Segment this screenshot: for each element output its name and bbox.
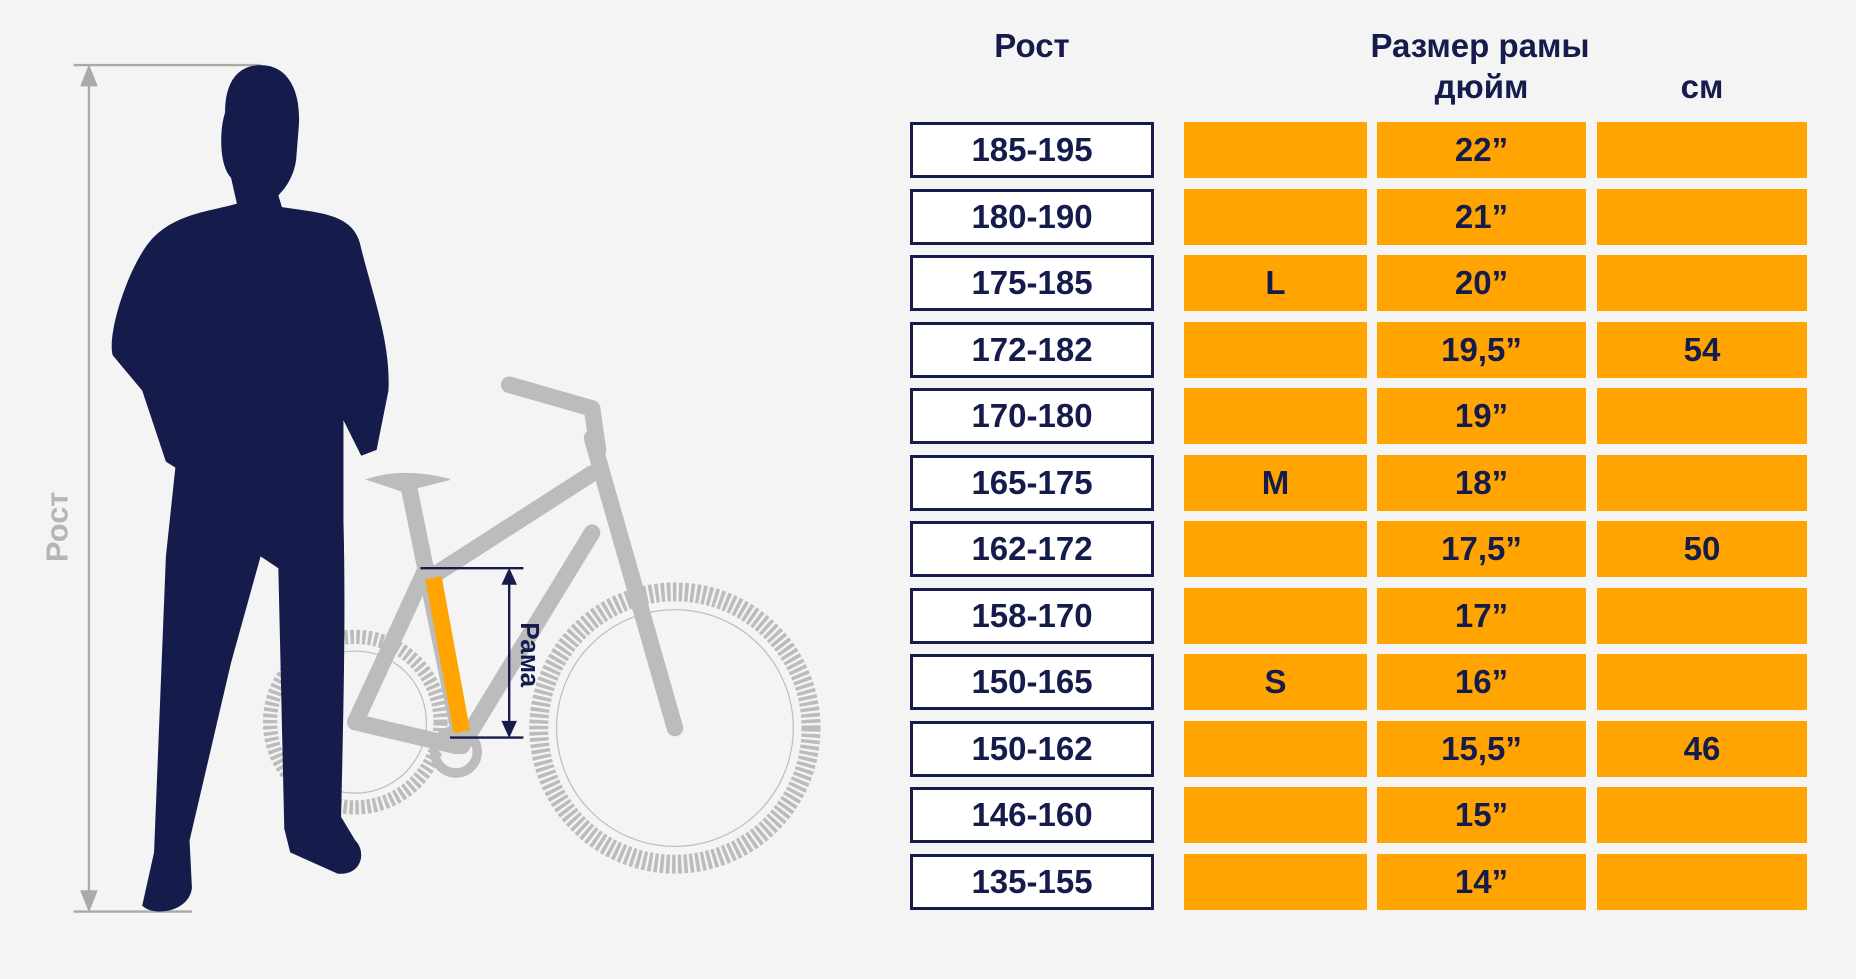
- height-cell: 165-175: [910, 454, 1154, 511]
- inch-cell: 14”: [1377, 853, 1586, 910]
- header-frame-size: Размер рамы: [1370, 27, 1590, 64]
- inch-cell: 18”: [1377, 454, 1586, 511]
- size-letter-cell: [1184, 321, 1367, 378]
- inch-cell: 17”: [1377, 587, 1586, 644]
- table-row: 180-190 21”: [0, 188, 1856, 247]
- header-inch: дюйм: [1434, 68, 1529, 105]
- table-row: 146-160 15”: [0, 787, 1856, 845]
- size-letter-cell: M: [1184, 454, 1367, 511]
- frame-arrow: [420, 567, 524, 739]
- table-row: 170-180 19”: [0, 388, 1856, 446]
- inch-cell: 17,5”: [1377, 521, 1586, 577]
- height-cell: 170-180: [910, 388, 1154, 444]
- size-letter-cell: [1184, 787, 1367, 843]
- bicycle-icon: [262, 376, 821, 874]
- inch-cell: 19,5”: [1377, 321, 1586, 378]
- cm-cell: [1597, 388, 1807, 444]
- height-cell: 150-162: [910, 720, 1154, 777]
- cm-cell: 54: [1597, 321, 1807, 378]
- size-letter-cell: [1184, 720, 1367, 777]
- table-row: 150-165 S 16”: [0, 654, 1856, 712]
- header-cm: см: [1680, 68, 1724, 105]
- inch-cell: 16”: [1377, 654, 1586, 710]
- size-letter-cell: [1184, 521, 1367, 577]
- cm-cell: [1597, 255, 1807, 311]
- inch-cell: 15,5”: [1377, 720, 1586, 777]
- table-row: 175-185 L 20”: [0, 255, 1856, 313]
- size-letter-cell: [1184, 122, 1367, 178]
- table-row: 150-162 15,5” 46: [0, 720, 1856, 779]
- inch-cell: 19”: [1377, 388, 1586, 444]
- table-row: 158-170 17”: [0, 587, 1856, 646]
- frame-tube-highlight: [425, 576, 470, 734]
- cm-cell: 46: [1597, 720, 1807, 777]
- table-row: 165-175 M 18”: [0, 454, 1856, 513]
- cm-cell: 50: [1597, 521, 1807, 577]
- height-cell: 175-185: [910, 255, 1154, 311]
- table-row: 172-182 19,5” 54: [0, 321, 1856, 380]
- cm-cell: [1597, 787, 1807, 843]
- header-height: Рост: [994, 27, 1070, 64]
- cm-cell: [1597, 654, 1807, 710]
- cm-cell: [1597, 454, 1807, 511]
- height-cell: 135-155: [910, 853, 1154, 910]
- height-cell: 150-165: [910, 654, 1154, 710]
- height-cell: 146-160: [910, 787, 1154, 843]
- inch-cell: 15”: [1377, 787, 1586, 843]
- size-letter-cell: [1184, 188, 1367, 245]
- size-letter-cell: [1184, 587, 1367, 644]
- table-row: 135-155 14”: [0, 853, 1856, 912]
- height-arrow: [73, 63, 261, 913]
- inch-cell: 22”: [1377, 122, 1586, 178]
- person-silhouette: [111, 65, 389, 912]
- frame-label: Рама: [515, 622, 545, 687]
- cm-cell: [1597, 122, 1807, 178]
- height-axis-label: Рост: [40, 492, 75, 562]
- size-letter-cell: L: [1184, 255, 1367, 311]
- size-illustration: Рост Рама: [40, 63, 821, 913]
- height-cell: 185-195: [910, 122, 1154, 178]
- table-row: 162-172 17,5” 50: [0, 521, 1856, 579]
- height-cell: 158-170: [910, 587, 1154, 644]
- size-letter-cell: S: [1184, 654, 1367, 710]
- size-letter-cell: [1184, 853, 1367, 910]
- cm-cell: [1597, 853, 1807, 910]
- inch-cell: 21”: [1377, 188, 1586, 245]
- cm-cell: [1597, 587, 1807, 644]
- height-cell: 180-190: [910, 188, 1154, 245]
- height-cell: 162-172: [910, 521, 1154, 577]
- inch-cell: 20”: [1377, 255, 1586, 311]
- size-letter-cell: [1184, 388, 1367, 444]
- cm-cell: [1597, 188, 1807, 245]
- height-cell: 172-182: [910, 321, 1154, 378]
- table-row: 185-195 22”: [0, 122, 1856, 180]
